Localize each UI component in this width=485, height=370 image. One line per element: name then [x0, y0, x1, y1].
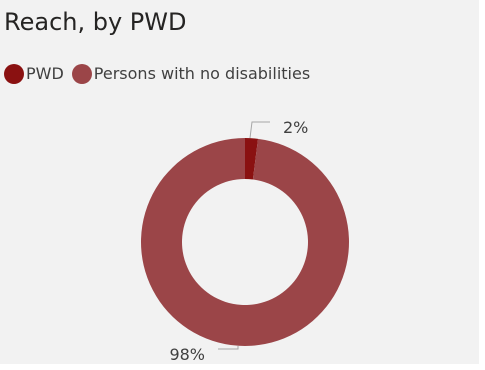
- legend-label-pwd: PWD: [26, 64, 64, 83]
- leader-line-pwd: [249, 121, 270, 139]
- legend-swatch-no-disabilities: [71, 64, 92, 84]
- leader-line-no-disabilities: [218, 346, 239, 350]
- data-labels: 2% 98%: [169, 118, 308, 364]
- legend: PWD Persons with no disabilities: [4, 64, 318, 84]
- data-label-pwd: 2%: [283, 118, 308, 137]
- donut-slice-no-disabilities[interactable]: [141, 138, 350, 347]
- donut-slices: [141, 138, 350, 347]
- legend-item-pwd[interactable]: PWD: [4, 64, 64, 84]
- legend-swatch-pwd: [4, 64, 24, 84]
- donut-chart: 2% 98%: [141, 118, 350, 364]
- donut-slice-pwd[interactable]: [245, 138, 259, 180]
- chart-title: Reach, by PWD: [4, 8, 187, 36]
- legend-label-no-disabilities: Persons with no disabilities: [93, 64, 311, 83]
- legend-item-no-disabilities[interactable]: Persons with no disabilities: [71, 64, 311, 84]
- leader-lines: [218, 121, 270, 350]
- data-label-no-disabilities: 98%: [169, 345, 205, 364]
